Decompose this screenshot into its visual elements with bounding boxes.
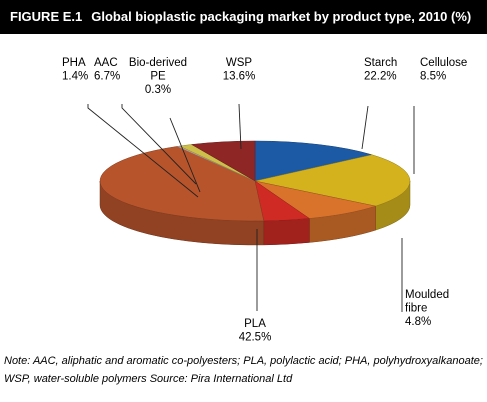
slice-starch [254,154,411,207]
slice-side-moulded [263,218,310,246]
value-label-wsp: 13.6% [223,71,256,83]
leader-aac [121,104,197,185]
figure-note: Note: AAC, aliphatic and aromatic co-pol… [4,355,483,385]
name-label-starch: Starch [364,57,397,69]
leader-starch [361,105,369,150]
pie-slices [99,140,411,222]
name-label-pha: PHA [62,57,86,69]
value-label-aac: 6.7% [94,71,120,83]
slice-wsp [254,140,373,182]
value-label-pe: 0.3% [145,84,171,96]
figure-title: Global bioplastic packaging market by pr… [91,9,472,24]
value-label-moulded: 4.8% [405,316,431,328]
leader-wsp [238,103,242,150]
pie-depth [99,180,411,246]
name-label-aac: AAC [94,57,118,69]
name-label-wsp: WSP [226,57,253,69]
value-label-pla: 42.5% [239,332,272,344]
slice-aac [190,140,256,182]
leader-lines [87,103,415,312]
value-label-pha: 1.4% [62,71,88,83]
name-label-moulded: Moulded [405,289,449,301]
name-label-cellulose: Cellulose [420,57,467,69]
value-label-cellulose: 8.5% [420,71,446,83]
leader-pe [169,117,201,193]
value-label-starch: 22.2% [364,71,397,83]
figure-label: FIGURE E.1 [10,9,83,24]
leader-pha [87,104,199,198]
pie-chart: WSP 13.6% Starch 22.2% Cellulose 8.5% Moulded f… [62,57,467,344]
name-label-pla: PLA [244,318,266,330]
figure-title-bar: FIGURE E.1 Global bioplastic packaging ma… [0,0,487,34]
name-label-moulded: fibre [405,303,427,315]
name-label-pe: PE [150,71,166,83]
slice-labels: WSP 13.6% Starch 22.2% Cellulose 8.5% Moulded f… [62,57,467,344]
name-label-pe: Bio-derived [129,57,187,69]
